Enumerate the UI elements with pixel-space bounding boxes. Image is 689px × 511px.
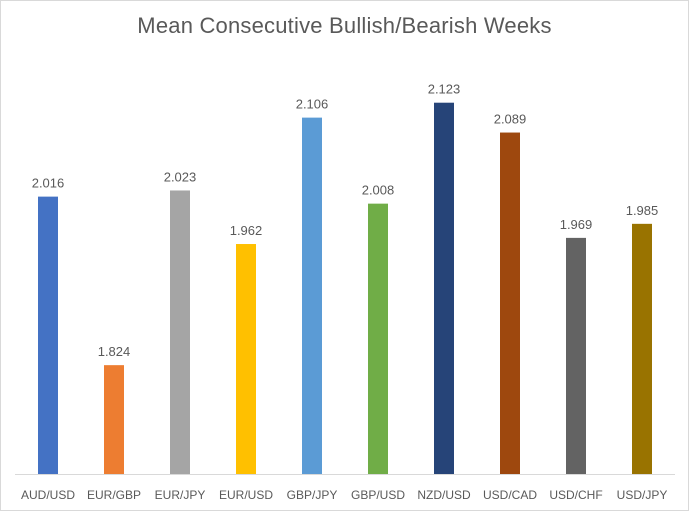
category-label: EUR/GBP bbox=[87, 488, 141, 502]
bar-eur-usd bbox=[236, 244, 256, 474]
bar-eur-gbp bbox=[104, 365, 124, 474]
bar-usd-chf bbox=[566, 237, 586, 474]
value-label: 2.123 bbox=[428, 82, 461, 97]
category-label: EUR/USD bbox=[219, 488, 273, 502]
bar-gbp-jpy bbox=[302, 117, 322, 474]
category-label: AUD/USD bbox=[21, 488, 75, 502]
category-label: EUR/JPY bbox=[155, 488, 206, 502]
value-label: 2.023 bbox=[164, 169, 197, 184]
bar-eur-jpy bbox=[170, 190, 190, 474]
value-label: 2.008 bbox=[362, 183, 395, 198]
bar-gbp-usd bbox=[368, 203, 388, 474]
category-label: USD/JPY bbox=[617, 488, 668, 502]
category-label: GBP/USD bbox=[351, 488, 405, 502]
chart-title: Mean Consecutive Bullish/Bearish Weeks bbox=[137, 13, 552, 38]
bar-aud-usd bbox=[38, 196, 58, 474]
value-label: 2.016 bbox=[32, 176, 65, 191]
value-label: 1.969 bbox=[560, 217, 593, 232]
value-label: 1.985 bbox=[626, 203, 659, 218]
value-label: 2.089 bbox=[494, 112, 527, 127]
bar-usd-cad bbox=[500, 132, 520, 475]
value-label: 1.824 bbox=[98, 344, 131, 359]
value-label: 2.106 bbox=[296, 97, 329, 112]
bar-nzd-usd bbox=[434, 102, 454, 474]
category-label: NZD/USD bbox=[417, 488, 471, 502]
bar-usd-jpy bbox=[632, 223, 652, 474]
value-label: 1.962 bbox=[230, 223, 263, 238]
category-label: USD/CAD bbox=[483, 488, 537, 502]
category-label: GBP/JPY bbox=[287, 488, 338, 502]
category-label: USD/CHF bbox=[549, 488, 602, 502]
